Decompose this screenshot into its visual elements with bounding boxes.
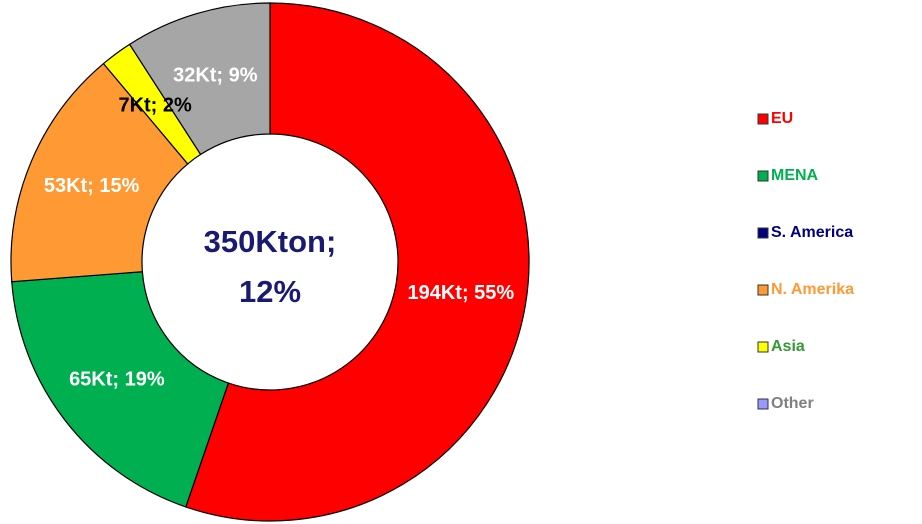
center-label: 12% bbox=[239, 274, 301, 309]
center-label: 350Kton; bbox=[204, 224, 337, 259]
legend-swatch bbox=[757, 398, 769, 410]
legend-label: S. America bbox=[771, 224, 853, 241]
slice bbox=[185, 2, 530, 522]
legend-swatch bbox=[757, 341, 769, 353]
slice bbox=[10, 62, 189, 283]
legend-swatch bbox=[757, 227, 769, 239]
legend-swatch bbox=[757, 170, 769, 182]
legend-label: MENA bbox=[771, 167, 819, 184]
slice bbox=[11, 271, 230, 508]
legend-label: Asia bbox=[771, 338, 805, 355]
legend-swatch bbox=[757, 113, 769, 125]
legend-label: EU bbox=[771, 110, 793, 127]
data-label: 65Kt; 19% bbox=[69, 369, 165, 391]
data-label: 194Kt; 55% bbox=[407, 282, 514, 304]
legend-label: N. Amerika bbox=[771, 281, 854, 298]
legend-swatch bbox=[757, 284, 769, 296]
data-label: 7Kt; 2% bbox=[118, 95, 192, 117]
slice bbox=[128, 2, 271, 156]
data-label: 32Kt; 9% bbox=[173, 65, 258, 87]
data-label: 53Kt; 15% bbox=[44, 175, 140, 197]
legend-label: Other bbox=[771, 395, 814, 412]
